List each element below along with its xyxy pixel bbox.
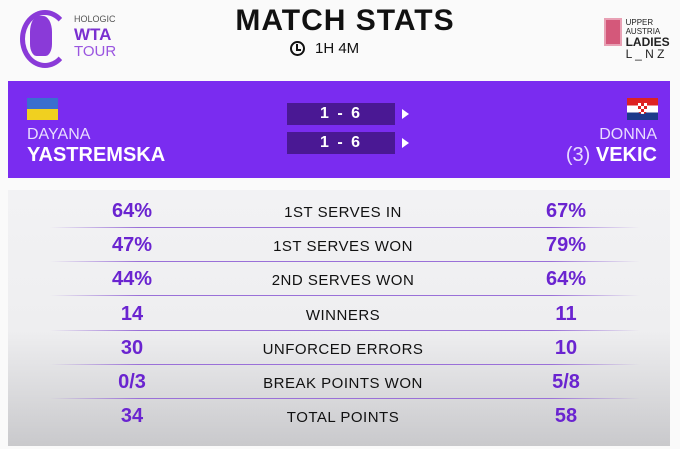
right-value: 67% [545,200,587,222]
left-value: 14 [120,302,144,325]
left-value: 34 [120,405,144,428]
left-value: 44% [111,268,153,291]
tournament-line1: UPPER AUSTRIA [625,18,661,36]
stat-row: 0/3 BREAK POINTS WON 5/8 [8,365,670,399]
stat-label: TOTAL POINTS [286,409,400,427]
stat-row: 44% 2ND SERVES WON 64% [8,262,670,297]
left-value: 64% [111,200,153,222]
row-divider [50,261,640,263]
croatia-flag-icon [627,98,658,120]
tournament-logo: UPPER AUSTRIA LADIES L _ N Z [604,18,680,60]
left-value: 30 [120,336,144,359]
left-value: 0/3 [118,371,146,393]
stat-row: 64% 1ST SERVES IN 67% [8,194,670,228]
left-value: 47% [111,234,153,257]
wta-logo-ring [20,10,70,68]
row-divider [50,398,640,399]
right-value: 11 [555,302,577,325]
stat-label: WINNERS [305,306,381,324]
players-score-band: DAYANA YASTREMSKA 1 - 6 1 - 6 DONNA (3) … [8,81,670,178]
match-duration: 1H 4M [290,40,359,57]
stat-row: 30 UNFORCED ERRORS 10 [8,331,670,365]
wta-sponsor: HOLOGIC [74,14,116,24]
page-title: MATCH STATS [235,4,455,37]
row-divider [50,295,640,297]
right-player-seed: (3) [565,144,591,166]
stat-row: 47% 1ST SERVES WON 79% [8,228,670,263]
tournament-line3: L _ N Z [625,47,665,61]
tournament-line2: LADIES [625,35,670,49]
wta-brand: WTA [74,25,112,44]
play-arrow-icon [402,138,409,148]
stat-label: UNFORCED ERRORS [262,340,424,358]
set-score-2: 1 - 6 [287,132,395,154]
right-value: 10 [554,336,578,359]
row-divider [50,227,640,228]
stats-panel: 64% 1ST SERVES IN 67% 47% 1ST SERVES WON 79% 4… [8,190,670,446]
stat-row: 14 WINNERS 11 [8,297,670,331]
duration-text: 1H 4M [315,40,360,57]
ukraine-flag-icon [27,98,58,120]
set-score-1: 1 - 6 [287,103,395,125]
stat-label: BREAK POINTS WON [263,375,423,392]
wta-player-silhouette-icon [30,16,52,56]
stat-label: 1ST SERVES IN [284,204,402,221]
play-arrow-icon [402,109,409,119]
left-player-last-name: YASTREMSKA [27,144,166,166]
row-divider [50,329,640,331]
tennis-court-icon [604,18,622,46]
right-value: 79% [545,234,587,257]
wta-tour-logo: HOLOGIC WTA TOUR [8,4,118,72]
left-player-first-name: DAYANA [27,126,91,143]
right-value: 5/8 [552,371,580,393]
right-value: 64% [545,268,587,291]
clock-icon [290,41,305,56]
row-divider [50,363,640,365]
right-player-last-name: VEKIC [595,144,657,166]
wta-sub: TOUR [74,43,117,60]
stat-label: 2ND SERVES WON [271,272,415,290]
stat-label: 1ST SERVES WON [273,238,413,256]
right-player-first-name: DONNA [599,126,657,143]
stat-row: 34 TOTAL POINTS 58 [8,399,670,433]
right-value: 58 [554,405,578,428]
